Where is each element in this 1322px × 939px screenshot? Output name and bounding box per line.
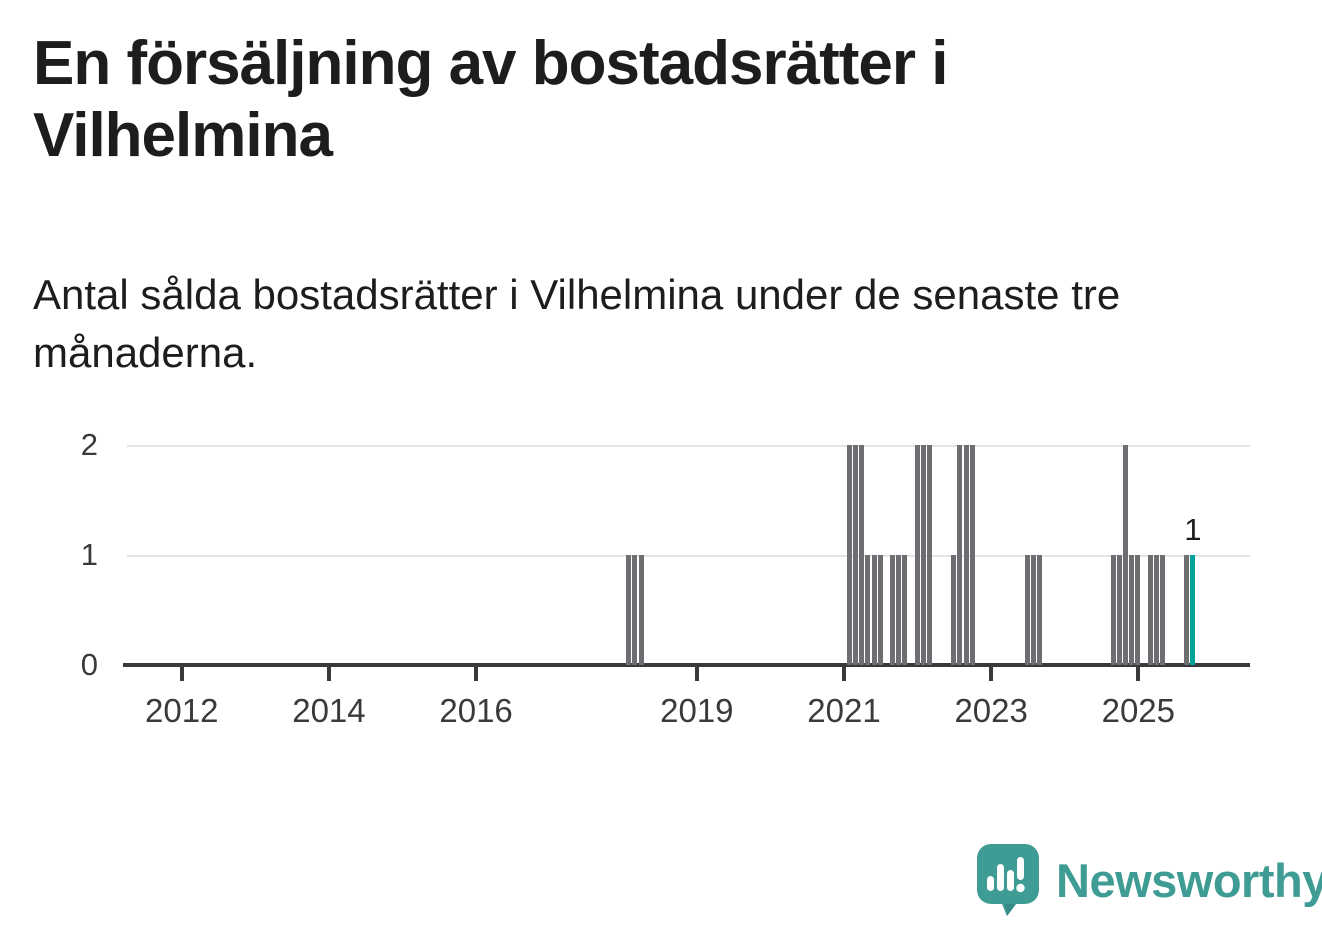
x-axis-label: 2025: [1101, 692, 1176, 729]
y-axis-label: 2: [80, 427, 98, 462]
chart-bar: [889, 555, 895, 665]
chart-bar: [859, 445, 865, 665]
x-axis-tick: [842, 667, 846, 681]
x-axis-tick: [694, 667, 699, 681]
chart-bar: [1153, 555, 1159, 665]
y-axis-label: 0: [80, 647, 98, 682]
brand-logo: Newsworthy: [976, 843, 1322, 917]
x-axis-line: [123, 663, 1250, 667]
chart-bar: [1159, 555, 1165, 665]
bar-chart-speech-bubble-icon: [977, 844, 1039, 916]
bar-value-label: 1: [1184, 512, 1202, 547]
chart-bar: [1129, 555, 1135, 665]
chart-bar: [1116, 555, 1122, 665]
x-axis-tick: [1136, 667, 1141, 681]
chart-bar: [626, 555, 632, 665]
chart-bar: [1122, 445, 1128, 665]
y-axis-label: 1: [80, 537, 98, 572]
chart-bar: [847, 445, 852, 665]
x-axis-label: 2014: [292, 692, 366, 729]
x-axis-label: 2019: [660, 692, 734, 729]
brand-name: Newsworthy: [1056, 853, 1322, 907]
chart-bar: [1184, 555, 1190, 665]
chart-bar: [957, 445, 963, 665]
chart-bar: [865, 555, 871, 665]
chart-bar: [896, 555, 902, 665]
chart-bar-highlight: [1190, 555, 1196, 665]
x-axis-label: 2012: [145, 692, 219, 729]
chart-bar: [926, 445, 932, 665]
chart-bar: [951, 555, 957, 665]
chart-bar: [914, 445, 920, 665]
chart-bar: [969, 445, 975, 665]
chart-bar: [920, 445, 926, 665]
chart-bar: [877, 555, 883, 665]
chart-bar: [963, 445, 969, 665]
gridline: [127, 445, 1250, 447]
chart-bar: [632, 555, 638, 665]
chart-bar: [871, 555, 877, 665]
chart-bar: [1147, 555, 1153, 665]
chart-bar: [1110, 555, 1116, 665]
gridline: [127, 555, 1250, 557]
x-axis-label: 2016: [439, 692, 513, 729]
chart-bar: [1037, 555, 1043, 665]
x-axis-label: 2023: [954, 692, 1028, 729]
chart-subtitle: Antal sålda bostadsrätter i Vilhelmina u…: [33, 271, 1121, 376]
page-title: En försäljning av bostadsrätter i Vilhel…: [33, 29, 948, 170]
chart-bar: [1024, 555, 1030, 665]
chart-bar: [1031, 555, 1036, 665]
x-axis-tick: [474, 667, 479, 681]
x-axis-tick: [989, 667, 994, 681]
chart-bar: [638, 555, 644, 665]
chart-bar: [902, 555, 908, 665]
x-axis-tick: [179, 667, 184, 681]
x-axis-tick: [326, 667, 331, 681]
chart-bar: [1135, 555, 1141, 665]
chart-bar: [853, 445, 859, 665]
x-axis-label: 2021: [807, 692, 881, 729]
